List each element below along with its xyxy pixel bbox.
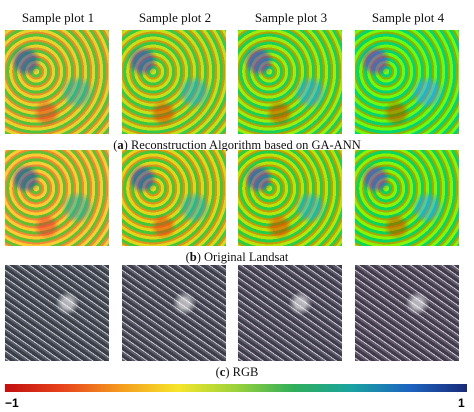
caption-close: ) [123,138,128,152]
caption-open: ( [215,365,220,379]
panel-caption: (b) Original Landsat [0,250,474,265]
caption-letter: c [219,365,226,379]
caption-text: Original Landsat [204,250,289,264]
caption-open: ( [185,250,190,264]
column-header: Sample plot 3 [254,10,328,25]
plot-image [5,30,109,134]
caption-letter: a [117,138,124,152]
plot-image [122,150,226,246]
colorbar-max: 1 [458,396,465,410]
colorbar [5,384,467,392]
colorbar-min: −1 [5,396,19,410]
caption-close: ) [225,365,230,379]
column-header: Sample plot 4 [371,10,445,25]
plot-image [5,150,109,246]
caption-close: ) [196,250,201,264]
plot-image [122,265,226,361]
plot-image [122,30,226,134]
caption-text: RGB [232,365,259,379]
caption-text: Reconstruction Algorithm based on GA-ANN [130,138,361,152]
plot-image [5,265,109,361]
plot-image [238,150,342,246]
panel-caption: (a) Reconstruction Algorithm based on GA… [0,138,474,153]
column-header: Sample plot 1 [21,10,95,25]
plot-image [355,265,459,361]
plot-image [355,30,459,134]
caption-open: ( [113,138,118,152]
plot-image [238,30,342,134]
column-header: Sample plot 2 [138,10,212,25]
plot-image [355,150,459,246]
panel-caption: (c) RGB [0,365,474,380]
plot-image [238,265,342,361]
caption-letter: b [189,250,197,264]
